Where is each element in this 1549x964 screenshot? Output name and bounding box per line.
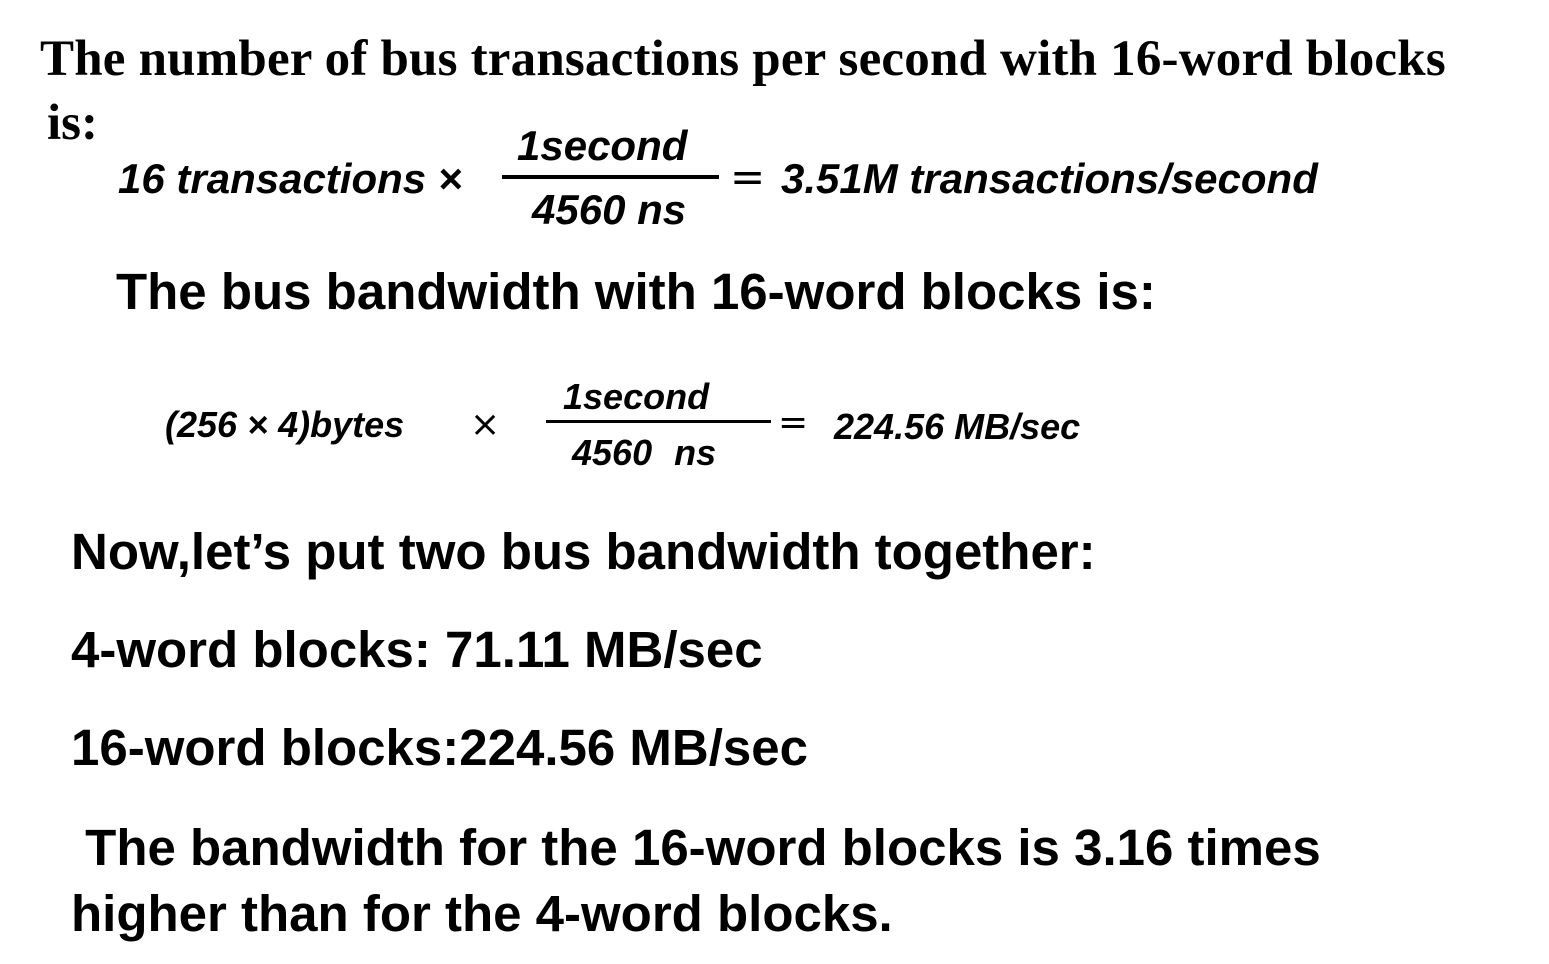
conclusion-paragraph: The bandwidth for the 16-word blocks is …	[71, 819, 1321, 942]
equation1-equals-sign: =	[730, 152, 766, 201]
equation1-left-term: 16 transactions ×	[118, 155, 463, 202]
equation1-result: 3.51M transactions/second	[781, 155, 1318, 202]
heading-bandwidth: The bus bandwidth with 16-word blocks is…	[116, 263, 1156, 320]
equation2-denominator: 4560 ns	[572, 432, 717, 473]
bandwidth-16word-line: 16-word blocks:224.56 MB/sec	[71, 719, 808, 776]
bandwidth-4word-line: 4-word blocks: 71.11 MB/sec	[71, 621, 763, 678]
equation2-left-term: (256 × 4)bytes	[165, 404, 405, 445]
equation1-fraction-bar	[502, 175, 719, 179]
equation2-result: 224.56 MB/sec	[834, 406, 1081, 447]
heading-transactions-continuation: is:	[47, 95, 98, 151]
equation2-fraction-bar	[546, 420, 771, 423]
equation2-numerator: 1second	[563, 376, 710, 417]
equation2-times-sign: ×	[470, 404, 501, 445]
heading-comparison: Now,let’s put two bus bandwidth together…	[71, 523, 1096, 580]
equation2-equals-sign: =	[778, 402, 809, 443]
equation1-numerator: 1second	[517, 122, 688, 169]
heading-transactions: The number of bus transactions per secon…	[40, 31, 1446, 87]
equation1-denominator: 4560 ns	[532, 186, 687, 233]
